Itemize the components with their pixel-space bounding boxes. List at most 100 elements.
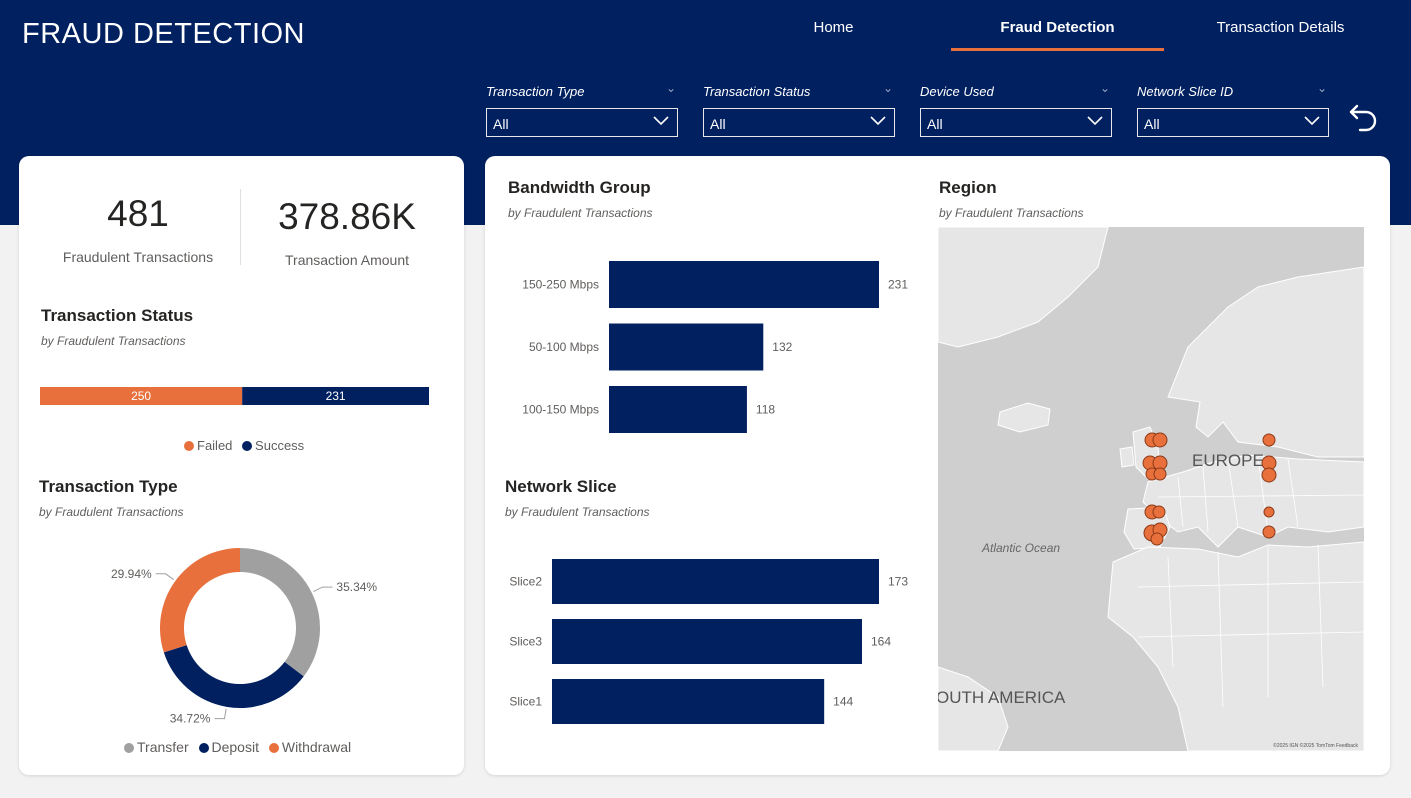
device-used-select[interactable]: All [920,108,1112,137]
map-land-scandinavia [1167,266,1364,458]
filter-network-slice-id: Network Slice ID ⌄ All [1137,81,1329,137]
network-slice-value-label: 173 [888,575,908,589]
bandwidth-bar[interactable] [609,261,879,308]
transaction-type-title: Transaction Type [39,477,178,496]
donut-leader-line [155,573,175,581]
bandwidth-value-label: 118 [756,403,775,417]
chevron-down-icon[interactable]: ⌄ [665,81,676,95]
chevron-down-icon [653,116,669,126]
donut-slice-transfer[interactable] [240,548,320,677]
map-point[interactable] [1153,467,1167,481]
bandwidth-bar[interactable] [609,386,747,433]
legend-label: Success [255,438,305,453]
filter-label: Device Used ⌄ [920,81,1110,99]
network-slice-bar[interactable] [552,679,825,724]
network-slice-subtitle: by Fraudulent Transactions [505,505,650,519]
network-slice-bar[interactable] [552,559,879,604]
map-point[interactable] [1262,525,1276,539]
active-tab-underline [951,48,1164,51]
map-point[interactable] [1152,432,1168,448]
map-point[interactable] [1152,505,1166,519]
legend-dot [198,743,209,753]
undo-arrow-icon[interactable] [1346,100,1382,136]
map-attribution[interactable]: ©2025 IGN ©2025 TomTom Feedback [1273,742,1358,749]
nav-home[interactable]: Home [813,19,854,36]
network-slice-title: Network Slice [505,477,617,496]
legend-item-withdrawal[interactable]: Withdrawal [268,739,352,755]
filter-device-used: Device Used ⌄ All [920,81,1112,137]
donut-percent-label: 34.72% [170,712,211,726]
legend-dot [124,743,134,753]
legend-dot [184,441,194,451]
region-subtitle: by Fraudulent Transactions [939,206,1084,220]
chevron-down-icon [1304,116,1320,126]
transaction-type-subtitle: by Fraudulent Transactions [39,505,184,519]
kpi-transaction-amount-label: Transaction Amount [285,252,409,268]
map-label-south-america: OUTH AMERICA [938,688,1066,707]
legend-item-transfer[interactable]: Transfer [124,739,189,755]
filter-value: All [1144,116,1160,132]
status-bar-value-label: 231 [326,389,346,403]
legend-item-deposit[interactable]: Deposit [198,739,259,755]
filter-label: Transaction Type ⌄ [486,81,676,99]
network-slice-bar[interactable] [552,619,862,664]
donut-leader-line [313,586,333,593]
map-data-points [1142,432,1277,546]
left-card [19,156,464,775]
kpi-fraudulent-transactions-value: 481 [107,193,169,234]
region-title: Region [939,178,997,197]
map-point[interactable] [1150,532,1164,546]
transaction-status-select[interactable]: All [703,108,895,137]
transaction-type-legend: Transfer Deposit Withdrawal [124,739,357,755]
bandwidth-category-label: 100-150 Mbps [522,403,599,417]
map-point[interactable] [1261,467,1277,483]
legend-item-failed[interactable]: Failed [184,438,232,453]
filter-label: Network Slice ID ⌄ [1137,81,1327,99]
transaction-status-chart: 250 231 [40,387,429,405]
legend-dot [242,441,253,451]
nav-transaction-details[interactable]: Transaction Details [1216,19,1345,36]
kpi-transaction-amount-value: 378.86K [278,196,416,237]
network-slice-category-label: Slice2 [509,575,542,589]
donut-slice-deposit[interactable] [163,645,304,708]
kpi-fraudulent-transactions-label: Fraudulent Transactions [62,249,214,265]
donut-percent-label: 29.94% [111,567,152,581]
map-label-atlantic-ocean: Atlantic Ocean [981,541,1060,555]
donut-percent-label: 35.34% [336,580,377,594]
kpi-divider [240,189,241,265]
status-bar-segment-success[interactable] [242,387,429,405]
chevron-down-icon[interactable]: ⌄ [882,81,893,95]
transaction-status-title: Transaction Status [41,306,194,325]
map-land-ireland [1119,446,1135,468]
donut-slice-withdrawal[interactable] [160,548,240,653]
legend-dot [268,743,279,753]
status-bar-segment-failed[interactable] [40,387,243,405]
network-slice-value-label: 144 [833,695,853,709]
legend-label: Withdrawal [281,739,352,755]
transaction-type-select[interactable]: All [486,108,678,137]
status-bar-value-label: 250 [131,389,151,403]
filter-transaction-status: Transaction Status ⌄ All [703,81,895,137]
map-point[interactable] [1263,506,1275,518]
map-land-iceland [997,402,1051,433]
chevron-down-icon [1087,116,1103,126]
map-borders [1137,456,1364,708]
transaction-status-legend: Failed Success [184,438,310,453]
bandwidth-bar[interactable] [609,323,764,371]
legend-item-success[interactable]: Success [242,438,304,453]
nav-fraud-detection[interactable]: Fraud Detection [1000,19,1115,36]
bandwidth-value-label: 132 [772,340,792,354]
network-slice-category-label: Slice1 [509,695,542,709]
region-map[interactable]: EUROPE Atlantic Ocean OUTH AMERICA ©2025… [938,227,1364,751]
chevron-down-icon [870,116,886,126]
chevron-down-icon[interactable]: ⌄ [1316,81,1327,95]
legend-label: Transfer [137,739,189,755]
donut-leader-line [214,708,227,720]
network-slice-bar-chart: Slice2 173 Slice3 164 Slice1 144 [509,559,908,724]
map-point[interactable] [1262,433,1276,447]
chevron-down-icon[interactable]: ⌄ [1099,81,1110,95]
map-label-europe: EUROPE [1192,451,1264,470]
network-slice-id-select[interactable]: All [1137,108,1329,137]
filter-value: All [710,116,726,132]
bandwidth-group-subtitle: by Fraudulent Transactions [508,206,653,220]
